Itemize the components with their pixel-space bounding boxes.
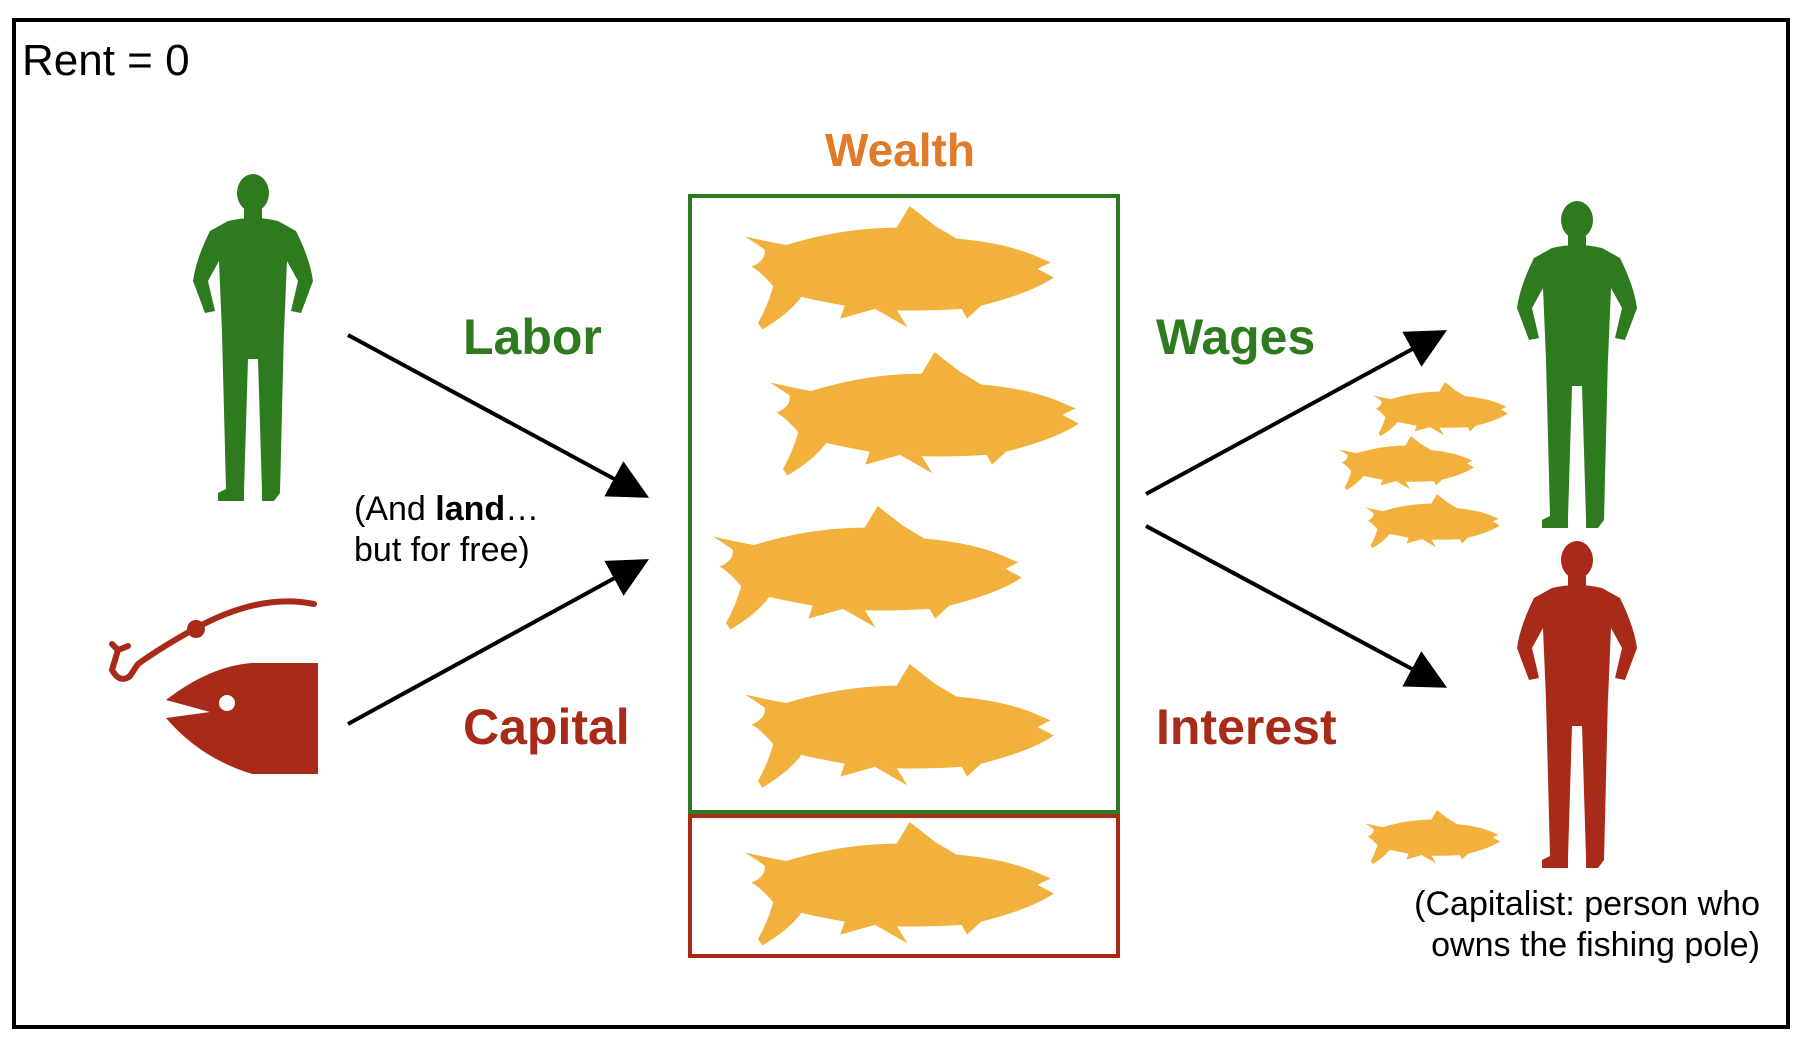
fish-icon bbox=[1373, 382, 1508, 437]
fish-eye-icon bbox=[219, 695, 235, 711]
fish-icon bbox=[745, 206, 1054, 330]
wages-label: Wages bbox=[1156, 309, 1315, 365]
fish-icon bbox=[713, 506, 1022, 630]
capitalist-note-line2: owns the fishing pole) bbox=[1431, 926, 1760, 964]
capital-label: Capital bbox=[463, 699, 630, 755]
fish-icon bbox=[1339, 436, 1474, 491]
worker-person-icon bbox=[193, 174, 313, 501]
fish-icon bbox=[1365, 494, 1500, 549]
wages-arrow bbox=[1145, 330, 1448, 496]
fish-icon bbox=[1365, 810, 1500, 865]
land-note-line1: (And land… bbox=[354, 490, 539, 528]
capital-wealth-box bbox=[688, 814, 1120, 958]
interest-label: Interest bbox=[1156, 699, 1337, 755]
capitalist-person-icon bbox=[1517, 541, 1637, 868]
fishing-hook-icon bbox=[108, 598, 317, 682]
fish-icon bbox=[770, 352, 1079, 476]
labor-arrow bbox=[347, 333, 650, 498]
labor-label: Labor bbox=[463, 309, 602, 365]
page-title: Rent = 0 bbox=[22, 36, 190, 85]
capitalist-note-line1: (Capitalist: person who bbox=[1414, 885, 1760, 923]
fish-icon bbox=[745, 822, 1054, 946]
labor-wealth-box bbox=[688, 194, 1120, 814]
interest-arrow bbox=[1145, 524, 1448, 688]
fish-head-icon bbox=[166, 663, 318, 774]
capital-arrow bbox=[347, 559, 650, 726]
land-note-line2: but for free) bbox=[354, 531, 530, 569]
fish-icon bbox=[745, 664, 1054, 788]
wealth-label: Wealth bbox=[825, 124, 975, 176]
worker-person-icon bbox=[1517, 201, 1637, 528]
